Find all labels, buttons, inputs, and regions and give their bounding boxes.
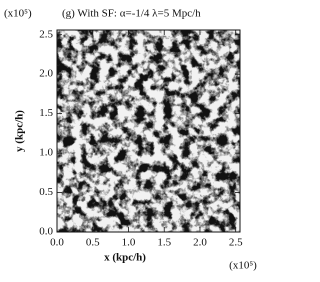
y-tick-label: 2.5	[39, 28, 53, 40]
x-axis-label: x (kpc/h)	[104, 252, 146, 264]
y-multiplier: (x10⁵)	[4, 8, 32, 20]
x-tick-label: 0.0	[50, 237, 64, 249]
y-axis-label: y (kpc/h)	[14, 110, 26, 152]
y-tick-label: 2.0	[39, 68, 53, 80]
y-tick-label: 1.5	[39, 107, 53, 119]
y-tick-label: 1.0	[39, 147, 53, 159]
y-tick-label: 0.5	[39, 186, 53, 198]
x-tick-label: 0.5	[86, 237, 100, 249]
chart-title: (g) With SF: α=-1/4 λ=5 Mpc/h	[62, 8, 201, 20]
x-tick-label: 2.0	[193, 237, 207, 249]
x-multiplier: (x10⁵)	[229, 260, 257, 272]
x-tick-label: 2.5	[229, 237, 243, 249]
chart: (g) With SF: α=-1/4 λ=5 Mpc/h (x10⁵) (x1…	[4, 8, 257, 272]
y-tick-label: 0.0	[39, 226, 53, 238]
density-map	[57, 30, 240, 232]
plot-frame	[56, 29, 241, 233]
x-tick-label: 1.5	[157, 237, 171, 249]
x-tick-label: 1.0	[122, 237, 136, 249]
